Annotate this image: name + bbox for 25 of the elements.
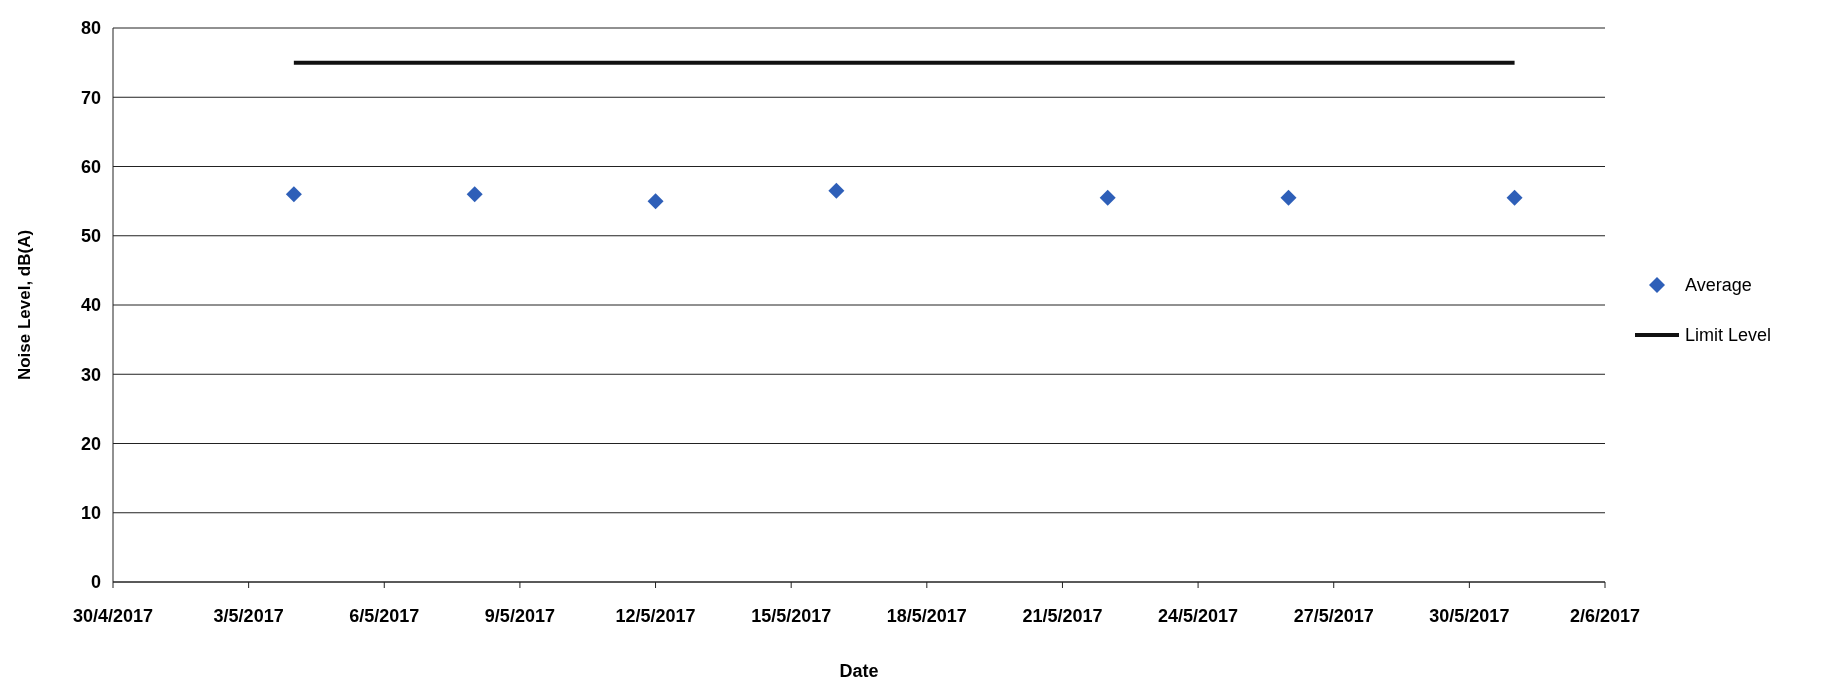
x-tick-label: 30/5/2017 — [1429, 606, 1510, 626]
x-tick-label: 3/5/2017 — [213, 606, 284, 626]
x-tick-label: 15/5/2017 — [751, 606, 832, 626]
legend-label: Average — [1685, 275, 1752, 296]
x-tick-label: 21/5/2017 — [1022, 606, 1103, 626]
y-tick-label: 70 — [80, 87, 101, 108]
y-tick-label: 30 — [80, 364, 101, 385]
y-tick-label: 80 — [80, 18, 101, 39]
x-tick-label: 12/5/2017 — [615, 606, 696, 626]
y-tick-label: 10 — [80, 503, 101, 524]
x-tick-label: 30/4/2017 — [72, 606, 154, 626]
y-tick-label: 20 — [80, 433, 101, 454]
y-tick-label: 0 — [90, 572, 101, 593]
x-tick-label: 18/5/2017 — [886, 606, 967, 626]
x-tick-label: 24/5/2017 — [1158, 606, 1239, 626]
x-tick-label: 27/5/2017 — [1293, 606, 1374, 626]
y-tick-label: 40 — [80, 295, 101, 316]
x-axis-title: Date — [839, 661, 879, 681]
legend-label: Limit Level — [1685, 325, 1772, 346]
x-tick-label: 2/6/2017 — [1569, 606, 1641, 626]
x-tick-label: 9/5/2017 — [484, 606, 555, 626]
y-axis-title: Noise Level, dB(A) — [15, 229, 34, 381]
y-tick-label: 60 — [80, 156, 101, 177]
x-tick-label: 6/5/2017 — [349, 606, 420, 626]
y-tick-label: 50 — [80, 226, 101, 247]
